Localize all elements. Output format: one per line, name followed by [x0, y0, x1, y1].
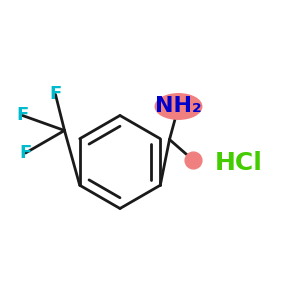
- Circle shape: [185, 152, 202, 169]
- Text: F: F: [50, 85, 61, 103]
- Text: F: F: [20, 144, 32, 162]
- Text: HCl: HCl: [214, 152, 262, 176]
- Text: NH₂: NH₂: [155, 97, 202, 116]
- Text: F: F: [16, 106, 28, 124]
- Ellipse shape: [155, 94, 202, 119]
